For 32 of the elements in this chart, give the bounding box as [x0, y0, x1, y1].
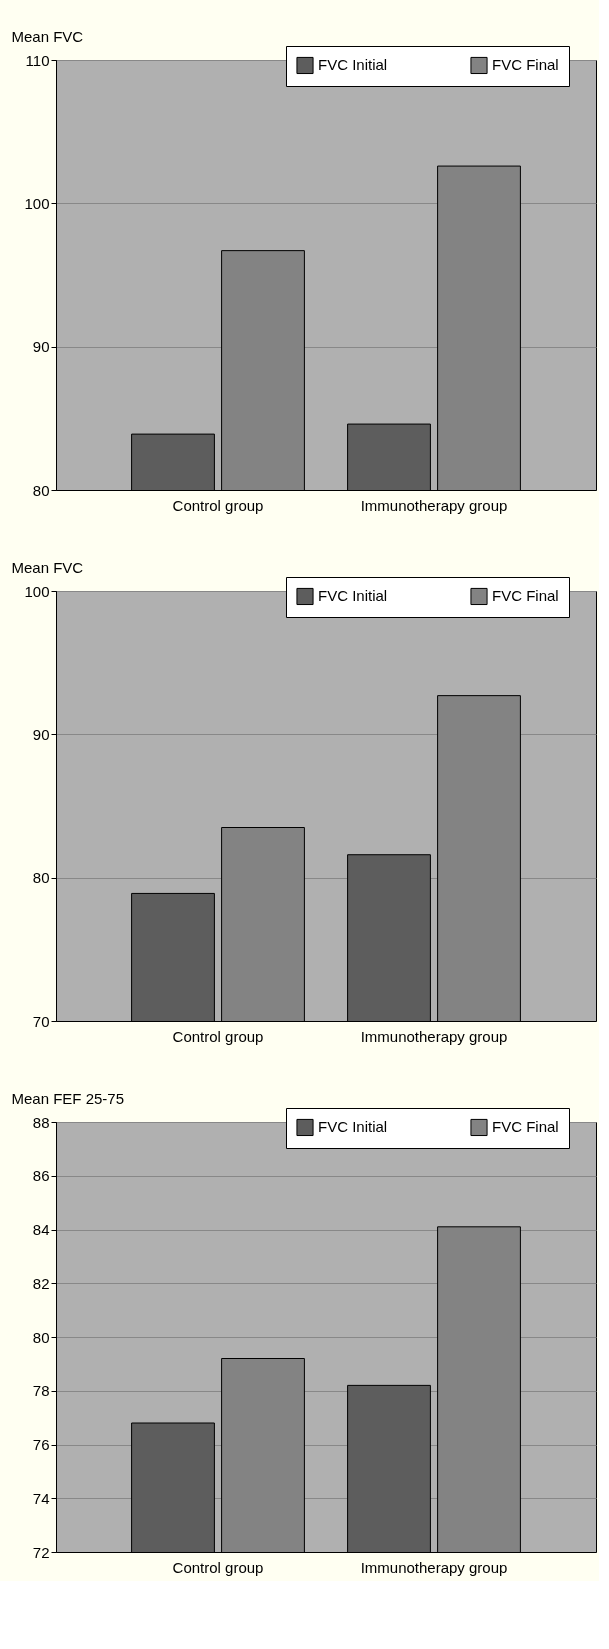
x-tick-label: Control group [172, 1558, 264, 1576]
y-tick-label: 100 [24, 194, 50, 212]
y-tick-label: 88 [32, 1113, 50, 1131]
legend-label: FVC Final [492, 587, 559, 605]
y-tick-label: 110 [25, 51, 50, 69]
legend-label: FVC Initial [318, 56, 388, 74]
y-axis-title: Mean FVC [11, 27, 84, 45]
y-tick-label: 82 [32, 1274, 50, 1292]
y-tick-label: 100 [24, 582, 50, 600]
x-tick-label: Immunotherapy group [360, 1558, 508, 1576]
legend-label: FVC Final [492, 1118, 559, 1136]
y-tick-label: 80 [32, 869, 50, 887]
y-tick-label: 80 [32, 1328, 50, 1346]
y-axis-title: Mean FEF 25-75 [11, 1089, 125, 1107]
x-tick-label: Immunotherapy group [360, 496, 508, 514]
y-tick-label: 74 [32, 1489, 50, 1507]
y-tick-label: 78 [32, 1382, 50, 1400]
y-tick-label: 72 [32, 1543, 50, 1561]
y-tick-label: 86 [32, 1167, 50, 1185]
x-tick-label: Control group [172, 1027, 264, 1045]
x-tick-label: Control group [172, 496, 264, 514]
y-tick-label: 76 [32, 1436, 50, 1453]
y-tick-label: 84 [32, 1221, 50, 1238]
legend-label: FVC Initial [318, 1118, 388, 1136]
legend-label: FVC Initial [318, 587, 388, 605]
x-tick-label: Immunotherapy group [360, 1027, 508, 1045]
y-tick-label: 90 [32, 725, 50, 743]
y-tick-label: 70 [32, 1012, 50, 1030]
y-tick-label: 80 [32, 481, 50, 499]
legend-label: FVC Final [492, 56, 559, 74]
y-axis-title: Mean FVC [11, 558, 84, 576]
y-tick-label: 90 [32, 338, 50, 356]
